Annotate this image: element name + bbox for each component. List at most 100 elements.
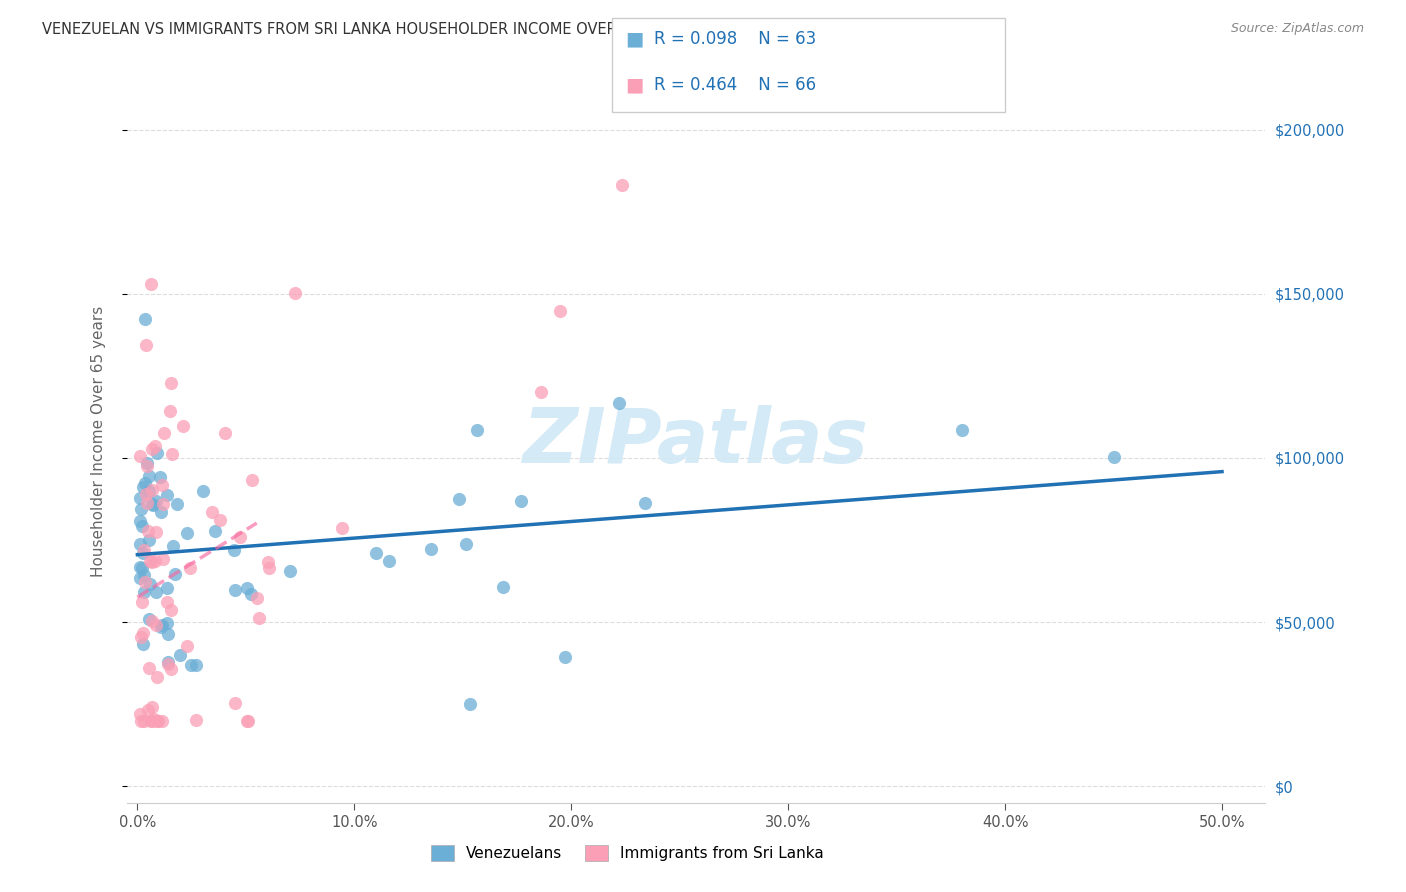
Point xyxy=(138,469,160,483)
Point xyxy=(492,580,515,594)
Point xyxy=(150,478,173,492)
Point xyxy=(152,551,174,566)
Point xyxy=(169,648,191,662)
Point xyxy=(204,524,226,538)
Point xyxy=(184,657,207,672)
Point xyxy=(132,585,155,599)
Point xyxy=(179,561,201,575)
Point xyxy=(141,483,163,497)
Point xyxy=(131,519,153,533)
Y-axis label: Householder Income Over 65 years: Householder Income Over 65 years xyxy=(91,306,105,577)
Point xyxy=(554,650,576,665)
Point xyxy=(330,521,353,535)
Point xyxy=(136,496,159,510)
Point xyxy=(135,487,157,501)
Point xyxy=(128,707,150,722)
Point xyxy=(156,616,179,631)
Point xyxy=(156,595,179,609)
Point xyxy=(132,546,155,560)
Point xyxy=(150,714,173,728)
Point xyxy=(465,423,488,437)
Point xyxy=(142,498,165,512)
Point xyxy=(129,502,152,516)
Text: ■: ■ xyxy=(626,29,644,49)
Point xyxy=(157,657,180,671)
Point xyxy=(166,497,188,511)
Text: R = 0.098    N = 63: R = 0.098 N = 63 xyxy=(654,30,815,48)
Point xyxy=(136,456,159,470)
Point xyxy=(131,561,153,575)
Point xyxy=(610,178,633,192)
Point xyxy=(214,425,236,440)
Point xyxy=(155,582,177,596)
Point xyxy=(134,475,156,490)
Point xyxy=(184,713,207,727)
Point xyxy=(138,612,160,626)
Point xyxy=(224,543,246,558)
Point xyxy=(136,459,159,474)
Point xyxy=(128,571,150,585)
Point xyxy=(224,696,246,710)
Point xyxy=(146,445,169,459)
Text: Source: ZipAtlas.com: Source: ZipAtlas.com xyxy=(1230,22,1364,36)
Point xyxy=(240,473,263,487)
Point xyxy=(152,426,174,441)
Point xyxy=(607,396,630,410)
Point xyxy=(145,617,167,632)
Point xyxy=(134,714,156,728)
Point xyxy=(259,560,281,574)
Point xyxy=(145,584,167,599)
Point xyxy=(163,566,186,581)
Point xyxy=(148,714,170,728)
Point xyxy=(236,582,259,596)
Point xyxy=(138,484,160,499)
Point xyxy=(145,524,167,539)
Point xyxy=(950,424,973,438)
Point xyxy=(136,702,159,716)
Point xyxy=(209,513,232,527)
Point xyxy=(138,661,160,675)
Point xyxy=(141,614,163,628)
Point xyxy=(132,543,155,558)
Point xyxy=(162,447,184,461)
Point xyxy=(157,627,180,641)
Point xyxy=(278,564,301,578)
Point xyxy=(156,488,179,502)
Point xyxy=(141,497,163,511)
Point xyxy=(284,285,307,300)
Point xyxy=(160,662,183,676)
Point xyxy=(132,480,155,494)
Point xyxy=(634,496,657,510)
Point xyxy=(150,504,173,518)
Point xyxy=(128,514,150,528)
Point xyxy=(236,714,259,728)
Point xyxy=(129,449,152,463)
Point xyxy=(138,577,160,591)
Text: ZIPatlas: ZIPatlas xyxy=(523,405,869,478)
Point xyxy=(141,555,163,569)
Text: R = 0.464    N = 66: R = 0.464 N = 66 xyxy=(654,77,815,95)
Point xyxy=(240,587,263,601)
Point xyxy=(152,497,174,511)
Point xyxy=(143,712,166,726)
Point xyxy=(449,492,471,507)
Point xyxy=(224,583,246,598)
Point xyxy=(143,554,166,568)
Point xyxy=(172,418,194,433)
Point xyxy=(246,591,269,606)
Text: ■: ■ xyxy=(626,76,644,95)
Point xyxy=(135,338,157,352)
Point xyxy=(146,670,169,684)
Point xyxy=(134,574,156,589)
Point xyxy=(366,546,388,560)
Point xyxy=(134,311,156,326)
Point xyxy=(141,277,163,292)
Point xyxy=(132,637,155,651)
Point xyxy=(141,714,163,728)
Point xyxy=(530,384,553,399)
Point xyxy=(128,491,150,505)
Point xyxy=(180,657,202,672)
Point xyxy=(454,537,477,551)
Point xyxy=(156,655,179,669)
Point xyxy=(176,525,198,540)
